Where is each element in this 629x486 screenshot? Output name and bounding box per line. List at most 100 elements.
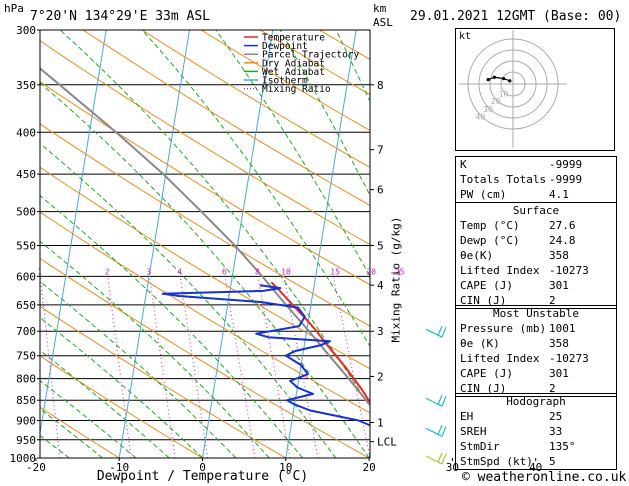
mu-li-label: Lifted Index (460, 352, 540, 365)
hodograph-point (486, 78, 490, 82)
dry-adiabat-line (141, 30, 370, 168)
temperature-tick-label: 0 (199, 461, 206, 474)
hodograph-ring-label: 20 (491, 97, 501, 106)
hodograph-point (502, 77, 506, 81)
mixing-ratio-label: 2 (105, 267, 110, 276)
mixing-ratio-label: 10 (281, 267, 291, 276)
mixing-ratio-line (107, 276, 132, 458)
sreh-label: SREH (460, 425, 487, 438)
legend-label: Dry Adiabat (262, 58, 325, 69)
dewpoint-profile-line (161, 284, 370, 427)
mixing-ratio-label: 6 (222, 267, 227, 276)
mixing-ratio-line (398, 276, 439, 458)
wind-barb-flag (437, 325, 443, 336)
mixing-ratio-axis-title: Mixing Ratio (g/kg) (389, 216, 403, 343)
stmdir-value: 135° (549, 440, 576, 453)
wind-barb-flag (441, 326, 447, 338)
wet-adiabat-line (40, 195, 303, 458)
legend-label: Temperature (262, 33, 325, 44)
mu-cape-value: 301 (549, 367, 569, 380)
dry-adiabat-line (40, 211, 370, 414)
wind-barb-flag (437, 452, 443, 463)
wet-adiabat-line (141, 30, 370, 348)
temperature-tick-label: 40 (529, 461, 542, 474)
surface-cin-row: CIN (J) 2 (456, 293, 616, 308)
pressure-tick-label: 550 (16, 239, 36, 252)
surface-cape-row: CAPE (J) 301 (456, 278, 616, 293)
wet-adiabat-line (40, 142, 337, 458)
mixing-ratio-label: 3 (146, 267, 151, 276)
height-tick-label: 7 (377, 144, 384, 157)
hodograph-ring-label: 40 (476, 113, 486, 122)
hodograph-ring-label: 10 (499, 89, 509, 98)
k-index-label: K (460, 158, 467, 171)
height-tick-label: 6 (377, 184, 384, 197)
wind-barb-flag (437, 425, 443, 435)
wet-adiabat-line (40, 349, 170, 458)
most-unstable-title: Most Unstable (492, 307, 580, 320)
stmspd-label: StmSpd (kt) (460, 455, 533, 468)
dry-adiabat-line (40, 406, 120, 458)
pressure-tick-label: 500 (16, 206, 36, 219)
mixing-ratio-label: 20 (366, 267, 376, 276)
legend-label: Wet Adiabat (262, 67, 325, 78)
legend-label: Parcel Trajectory (262, 50, 360, 61)
mixing-ratio-label: 25 (395, 267, 405, 276)
sreh-value: 33 (549, 425, 563, 438)
totals-totals-label: Totals Totals (460, 173, 547, 186)
dry-adiabat-line (40, 81, 370, 286)
plot-area (40, 30, 439, 458)
surface-li-row: Lifted Index -10273 (456, 263, 616, 278)
dry-adiabat-line (40, 305, 287, 458)
mixing-ratio-label: 4 (177, 267, 182, 276)
wind-barb-flag (437, 394, 443, 405)
hodograph-point (508, 79, 512, 83)
surface-temp-label: Temp (°C) (460, 219, 520, 232)
k-index-row: K -9999 (456, 157, 616, 172)
altitude-unit-asl: ASL (373, 16, 393, 29)
wind-barb-staff (425, 328, 443, 338)
stmdir-label: StmDir (460, 440, 500, 453)
mixing-ratio-line (332, 276, 370, 458)
wet-adiabat-line (59, 30, 370, 408)
surface-li-value: -10273 (549, 264, 589, 277)
dry-adiabat-line (40, 355, 203, 458)
mu-pressure-row: Pressure (mb) 1001 (456, 321, 616, 336)
stmspd-row: StmSpd (kt) 5 (456, 454, 616, 469)
pressure-tick-label: 750 (16, 350, 36, 363)
pw-row: PW (cm) 4.1 (456, 187, 616, 202)
pw-value: 4.1 (549, 188, 569, 201)
pressure-tick-label: 350 (16, 79, 36, 92)
most-unstable-table: Most Unstable Pressure (mb) 1001 θe (K) 35… (455, 305, 617, 397)
parcel-trajectory-line (40, 67, 370, 407)
mixing-ratio-label: 8 (255, 267, 260, 276)
altitude-unit: km (373, 2, 387, 15)
dry-adiabat-line (82, 30, 370, 207)
mu-cin-row: CIN (J) 2 (456, 381, 616, 396)
surface-dewp-row: Dewp (°C) 24.8 (456, 233, 616, 248)
mixing-ratio-line (257, 276, 291, 458)
height-tick-label: 2 (377, 370, 384, 383)
legend-label: Mixing Ratio (262, 84, 331, 95)
isotherm-line (202, 30, 274, 458)
wind-barb-staff (425, 427, 443, 437)
mu-cape-row: CAPE (J) 301 (456, 366, 616, 381)
surface-theta-row: θe(K) 358 (456, 248, 616, 263)
location-title: 7°20'N 134°29'E 33m ASL (30, 9, 211, 24)
legend-label: Dewpoint (262, 41, 308, 52)
wet-adiabat-line (40, 240, 270, 458)
height-tick-label: 5 (377, 239, 384, 252)
height-tick-label: LCL (377, 436, 397, 449)
height-tick-label: 3 (377, 325, 384, 338)
datetime-title: 29.01.2021 12GMT (Base: 00) (410, 9, 622, 24)
pressure-tick-label: 900 (16, 415, 36, 428)
pressure-tick-label: 1000 (10, 452, 37, 465)
surface-li-label: Lifted Index (460, 264, 540, 277)
pressure-tick-label: 400 (16, 126, 36, 139)
wet-adiabat-line (279, 30, 370, 197)
pressure-tick-label: 650 (16, 299, 36, 312)
mixing-ratio-line (224, 276, 256, 458)
mixing-ratio-line (179, 276, 209, 458)
mu-theta-label: θe (K) (460, 337, 500, 350)
dry-adiabat-line (40, 123, 370, 327)
